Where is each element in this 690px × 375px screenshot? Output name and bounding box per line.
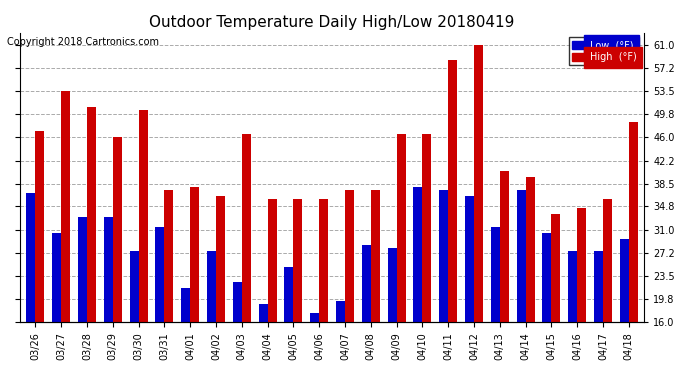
Title: Outdoor Temperature Daily High/Low 20180419: Outdoor Temperature Daily High/Low 20180… [149,15,515,30]
Bar [293,199,302,375]
Bar [310,313,319,375]
Bar [268,199,277,375]
Text: Copyright 2018 Cartronics.com: Copyright 2018 Cartronics.com [7,37,159,47]
Bar [439,190,448,375]
Bar [362,245,371,375]
Bar [465,196,474,375]
Bar [190,187,199,375]
Bar [474,45,483,375]
Bar [500,171,509,375]
Bar [413,187,422,375]
Bar [259,304,268,375]
Bar [112,137,121,375]
Bar [577,208,586,375]
Legend: Low  (°F), High  (°F): Low (°F), High (°F) [569,38,640,65]
Bar [422,134,431,375]
Bar [164,190,173,375]
Bar [542,233,551,375]
Bar [155,227,164,375]
Bar [345,190,354,375]
Bar [594,251,603,375]
Bar [139,110,148,375]
Bar [104,217,112,375]
Bar [397,134,406,375]
Bar [52,233,61,375]
Bar [526,177,535,375]
Bar [207,251,216,375]
Bar [388,248,397,375]
Bar [233,282,241,375]
Bar [551,214,560,375]
Bar [130,251,139,375]
Bar [371,190,380,375]
Bar [61,91,70,375]
Bar [603,199,612,375]
Bar [336,301,345,375]
Bar [216,196,225,375]
Bar [78,217,87,375]
Bar [26,193,35,375]
Bar [629,122,638,375]
Bar [284,267,293,375]
Bar [87,106,96,375]
Bar [491,227,500,375]
Bar [568,251,577,375]
Bar [319,199,328,375]
Bar [620,239,629,375]
Bar [241,134,250,375]
Bar [181,288,190,375]
Bar [517,190,526,375]
Bar [448,60,457,375]
Bar [35,131,44,375]
